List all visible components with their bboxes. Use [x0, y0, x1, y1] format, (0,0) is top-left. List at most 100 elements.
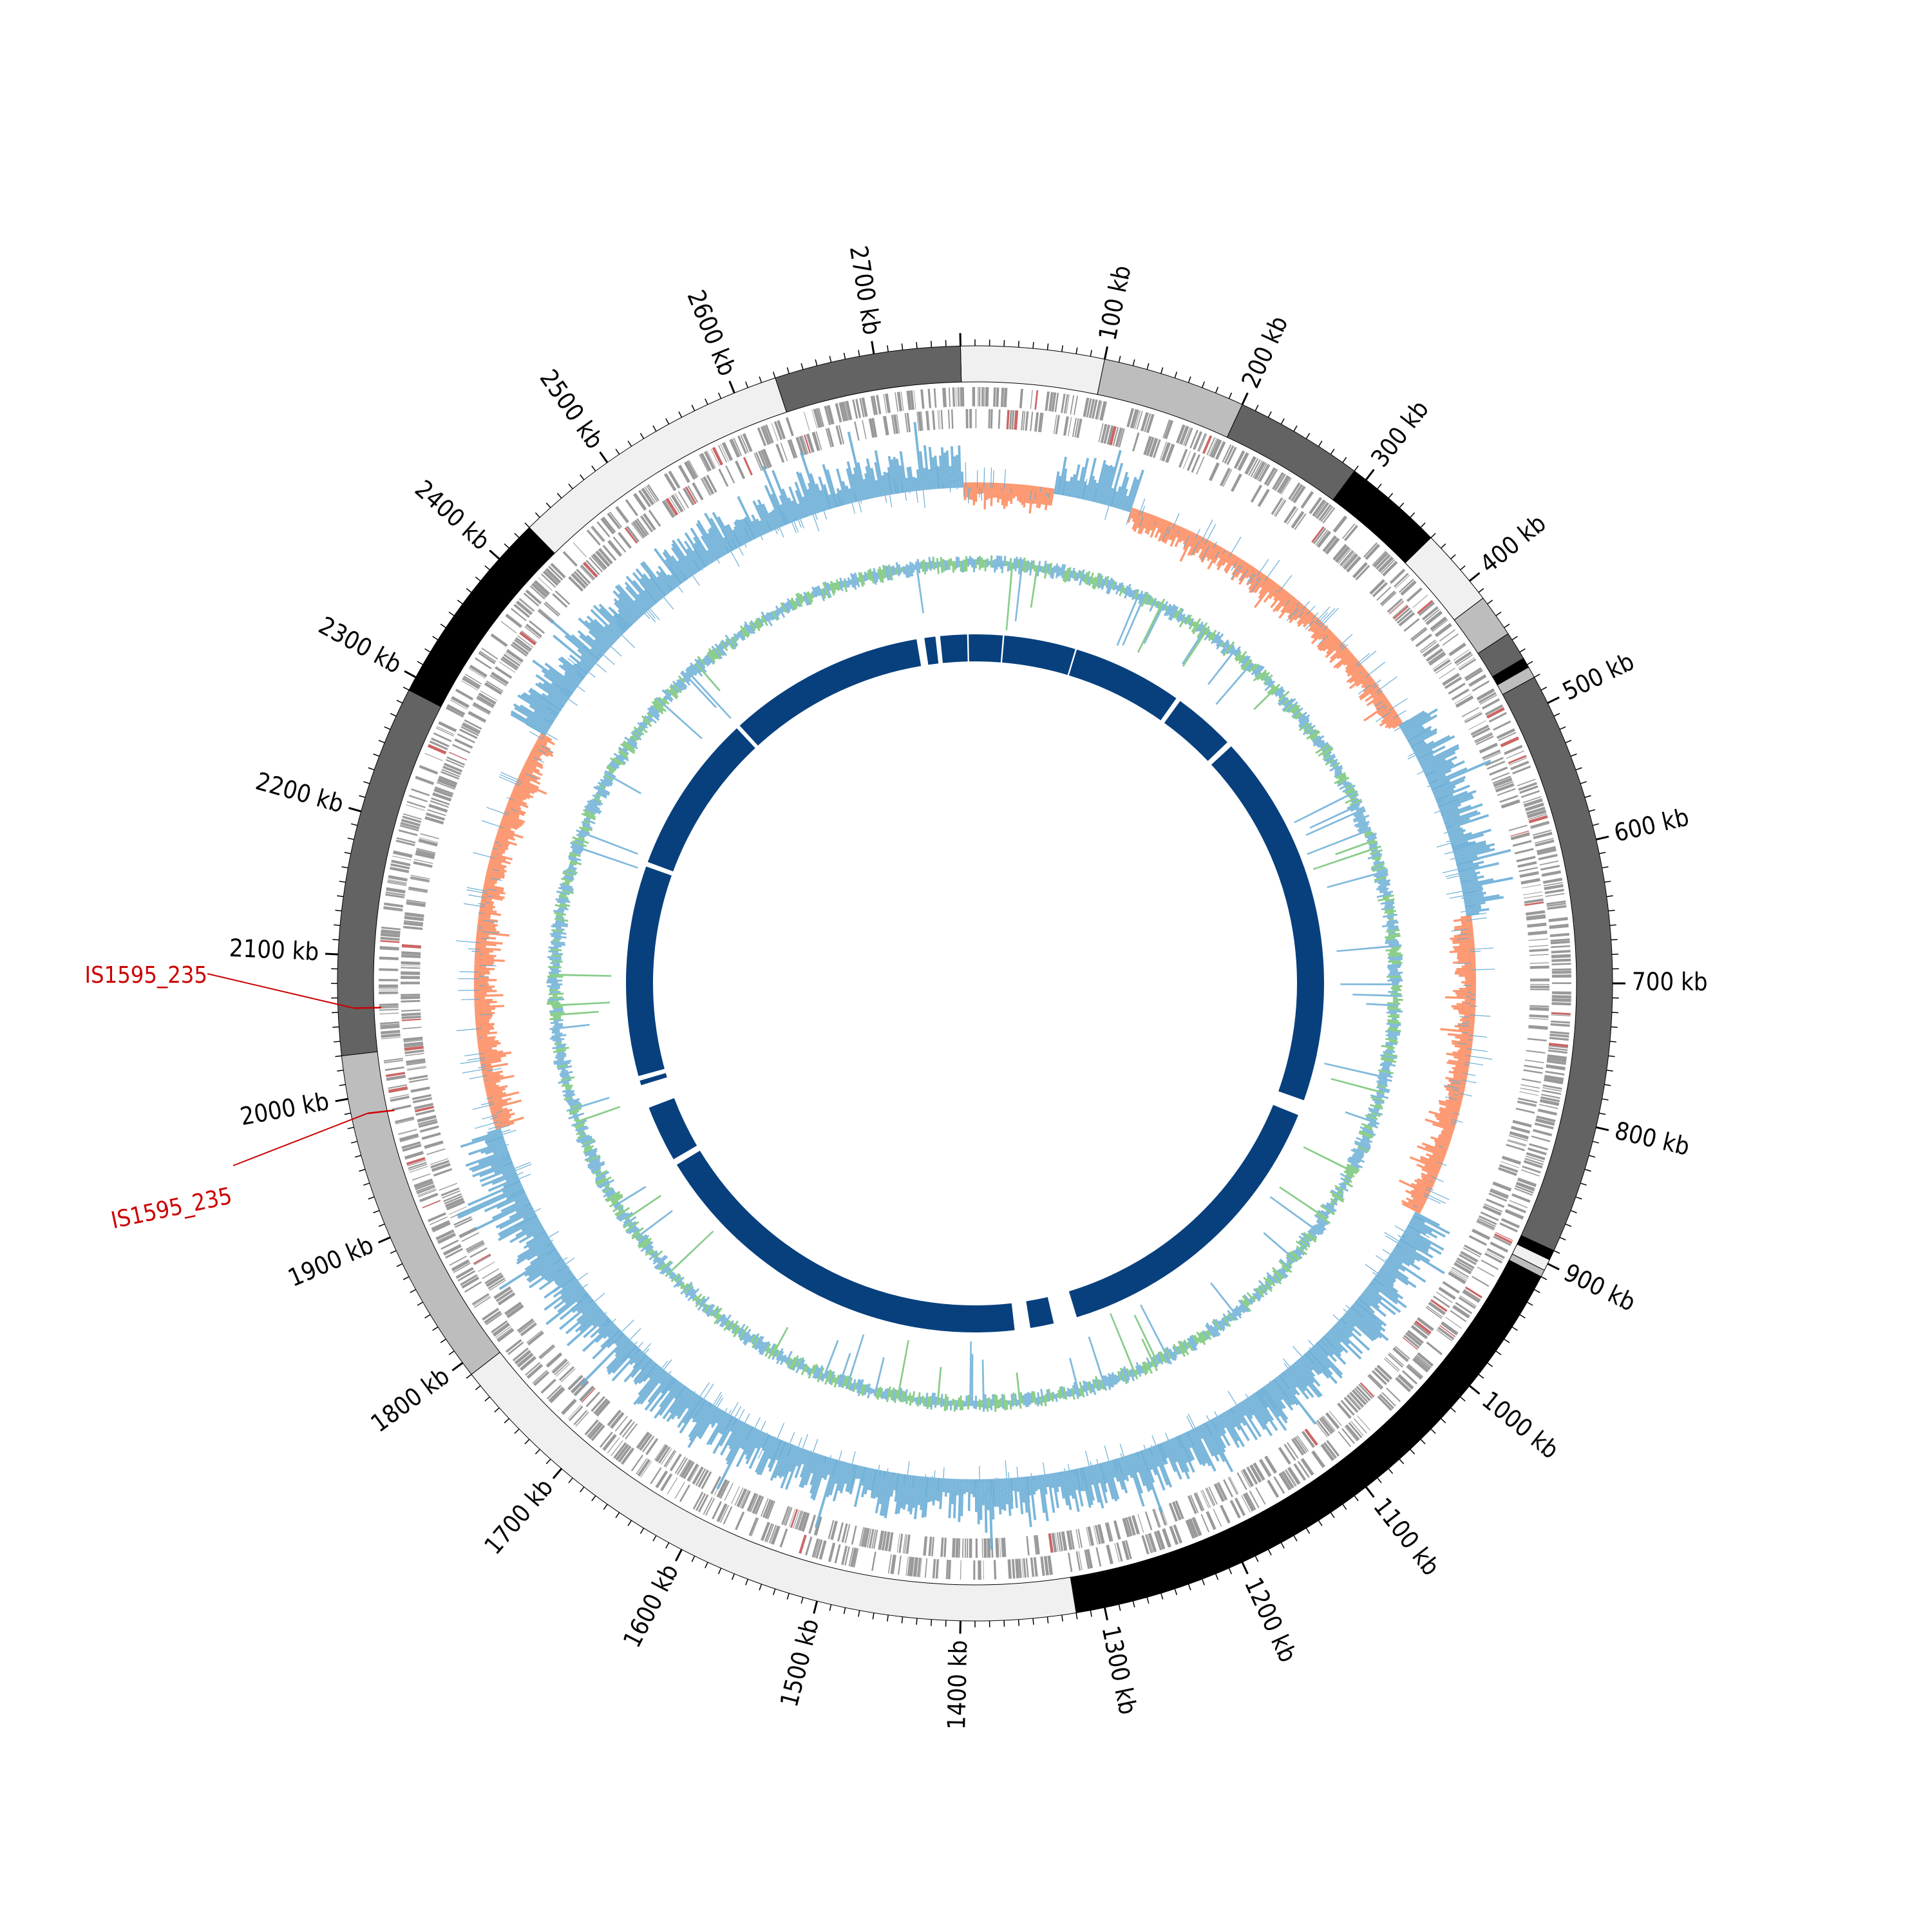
- cds-feature: [1220, 1505, 1231, 1524]
- coverage-bar: [547, 980, 562, 981]
- gc-content-spike: [779, 527, 783, 537]
- circular-genome-plot: 100 kb200 kb300 kb400 kb500 kb600 kb700 …: [0, 0, 1932, 1932]
- minor-tick: [1033, 1618, 1034, 1625]
- cds-feature: [549, 1387, 564, 1401]
- cds-feature: [925, 1558, 927, 1578]
- cds-feature: [379, 968, 398, 971]
- minor-tick: [773, 1589, 775, 1595]
- minor-tick: [1585, 1170, 1591, 1171]
- gc-content-spike: [794, 522, 799, 533]
- minor-tick: [1255, 405, 1258, 411]
- minor-tick: [1062, 1615, 1063, 1622]
- minor-tick: [1479, 589, 1484, 592]
- gc-content-spike: [1279, 575, 1292, 592]
- cds-feature: [1220, 468, 1231, 486]
- minor-tick: [1076, 348, 1077, 354]
- gc-content-spike: [725, 1408, 727, 1412]
- minor-tick: [515, 533, 519, 538]
- gc-content-spike: [1463, 1032, 1468, 1033]
- coverage-bar: [551, 983, 563, 985]
- minor-tick: [815, 359, 817, 366]
- minor-tick: [1147, 1597, 1149, 1604]
- gc-content-spike: [594, 1293, 605, 1302]
- coverage-bar: [550, 991, 561, 993]
- minor-tick: [546, 1459, 551, 1464]
- coverage-bar: [973, 1401, 975, 1408]
- coverage-bar: [1263, 1232, 1298, 1262]
- major-tick: [404, 671, 416, 677]
- minor-tick: [504, 544, 509, 548]
- cds-feature: [927, 389, 931, 408]
- cds-feature: [491, 634, 508, 647]
- gc-content-spike: [1395, 1226, 1405, 1231]
- gc-content-spike: [1265, 560, 1280, 581]
- cds-feature: [1251, 485, 1262, 503]
- minor-tick: [1331, 1513, 1334, 1518]
- gc-content-spike: [799, 1437, 802, 1446]
- gc-content-spike: [664, 597, 674, 609]
- coverage-bar: [553, 964, 560, 966]
- cds-feature: [379, 985, 398, 988]
- coverage-bar: [958, 1397, 960, 1407]
- gc-skew-bar: [474, 981, 488, 983]
- minor-tick: [363, 1183, 369, 1185]
- coverage-bar: [965, 556, 967, 572]
- cds-feature: [379, 1009, 399, 1010]
- cds-feature: [933, 1559, 936, 1578]
- tick-label: 2400 kb: [410, 475, 495, 556]
- minor-tick: [1216, 1574, 1218, 1580]
- gc-content-spike: [638, 1342, 643, 1347]
- cds-feature: [1113, 1520, 1121, 1540]
- cds-feature: [1523, 891, 1542, 895]
- minor-tick: [1541, 1276, 1547, 1280]
- minor-tick: [1496, 612, 1501, 616]
- gc-content-spike: [479, 1037, 482, 1038]
- gc-content-spike: [1315, 607, 1330, 623]
- minor-tick: [1216, 387, 1218, 393]
- minor-tick: [1399, 1459, 1404, 1464]
- gc-content-spike: [1293, 1346, 1302, 1356]
- minor-tick: [475, 1386, 480, 1390]
- cds-feature: [402, 944, 421, 949]
- cds-feature: [883, 416, 889, 435]
- minor-tick: [475, 577, 480, 581]
- minor-tick: [1593, 1141, 1599, 1142]
- cds-feature: [1546, 1065, 1565, 1070]
- tick-label: 2300 kb: [314, 611, 406, 679]
- minor-tick: [1441, 544, 1446, 548]
- coverage-bar: [967, 1395, 969, 1410]
- minor-tick: [801, 1597, 803, 1604]
- minor-tick: [1576, 768, 1582, 770]
- minor-tick: [351, 1141, 357, 1142]
- minor-tick: [1202, 382, 1205, 388]
- minor-tick: [1488, 600, 1493, 604]
- minor-tick: [640, 1528, 643, 1534]
- cds-feature: [403, 926, 422, 931]
- cds-feature: [1492, 1182, 1511, 1192]
- cds-feature: [1493, 721, 1511, 731]
- gc-content-spike: [1318, 609, 1335, 626]
- cds-feature: [1551, 1021, 1570, 1024]
- minor-tick: [628, 1520, 631, 1526]
- coverage-bar: [1390, 972, 1403, 974]
- cds-feature: [920, 390, 924, 409]
- cds-feature: [1519, 1092, 1539, 1096]
- gc-content-spike: [965, 462, 966, 488]
- minor-tick: [580, 1487, 584, 1492]
- cds-feature: [575, 1412, 589, 1426]
- coverage-bar: [981, 558, 983, 568]
- cds-feature: [1551, 1002, 1571, 1005]
- cds-feature: [985, 387, 989, 406]
- coverage-bar: [979, 556, 981, 570]
- cds-feature: [941, 410, 943, 429]
- major-tick: [1366, 469, 1374, 480]
- cds-feature: [379, 1012, 399, 1014]
- gc-content-spike: [1343, 1309, 1347, 1312]
- cds-feature: [407, 801, 426, 808]
- major-tick: [1596, 1127, 1608, 1130]
- minor-tick: [359, 1170, 365, 1171]
- coverage-bar: [1393, 1001, 1398, 1003]
- minor-tick: [1161, 367, 1163, 374]
- minor-tick: [1589, 1155, 1595, 1157]
- coverage-bar: [988, 1397, 990, 1408]
